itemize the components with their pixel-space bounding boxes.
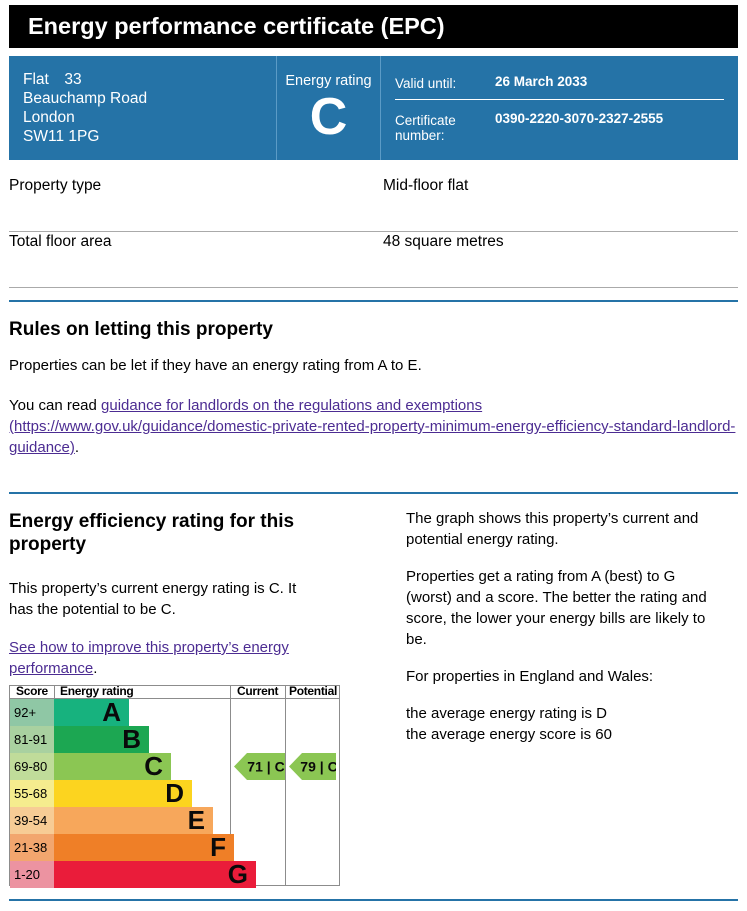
svg-text:71 | C: 71 | C [247, 758, 284, 774]
svg-text:79 | C: 79 | C [300, 758, 336, 774]
